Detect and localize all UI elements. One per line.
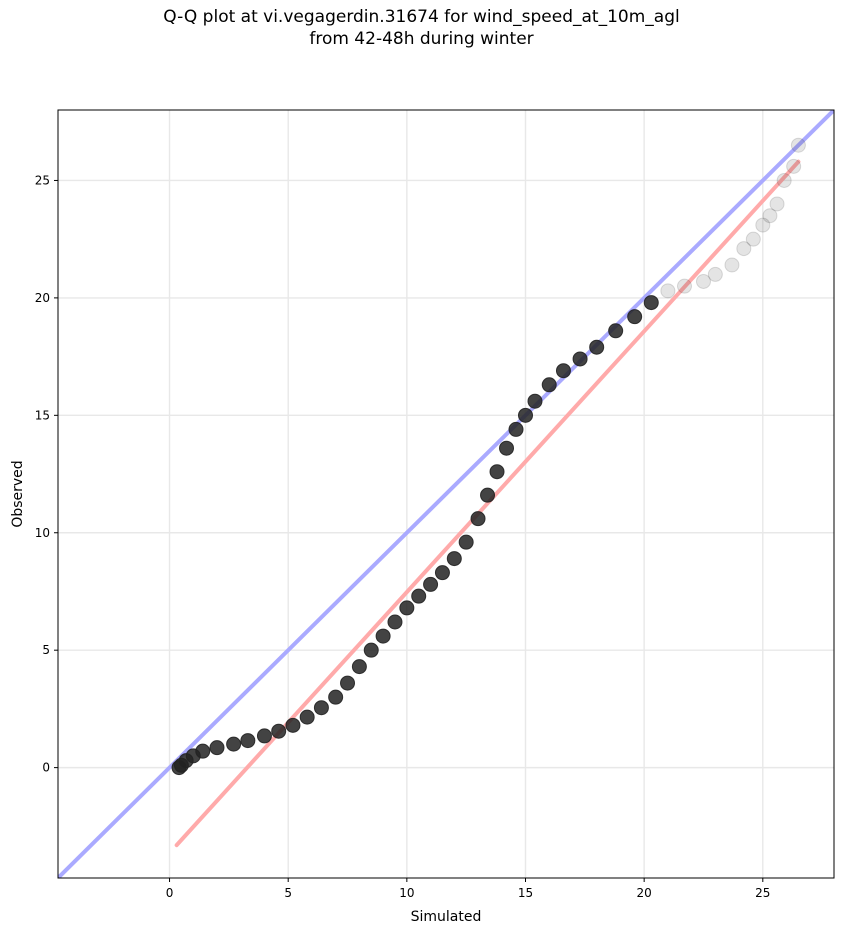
- data-point: [745, 231, 761, 247]
- data-point: [786, 158, 802, 174]
- data-point: [375, 628, 391, 644]
- x-tick-label: 25: [755, 886, 770, 900]
- data-point: [470, 511, 486, 527]
- data-point: [340, 675, 356, 691]
- points-layer: [171, 137, 806, 776]
- data-point: [724, 257, 740, 273]
- y-tick-label: 10: [35, 526, 50, 540]
- x-tick-label: 10: [399, 886, 414, 900]
- title-line-1: Q-Q plot at vi.vegagerdin.31674 for wind…: [163, 7, 680, 27]
- y-tick-label: 20: [35, 291, 50, 305]
- data-point: [313, 700, 329, 716]
- data-point: [707, 266, 723, 282]
- data-point: [776, 172, 792, 188]
- data-point: [627, 309, 643, 325]
- x-tick-label: 5: [284, 886, 292, 900]
- data-point: [572, 351, 588, 367]
- y-tick-label: 0: [42, 761, 50, 775]
- data-point: [489, 464, 505, 480]
- data-point: [676, 278, 692, 294]
- data-point: [769, 196, 785, 212]
- data-point: [351, 659, 367, 675]
- data-point: [480, 487, 496, 503]
- data-point: [399, 600, 415, 616]
- data-point: [226, 736, 242, 752]
- data-point: [555, 363, 571, 379]
- data-point: [271, 723, 287, 739]
- data-point: [527, 393, 543, 409]
- data-point: [755, 217, 771, 233]
- fit-line: [174, 159, 801, 848]
- data-point: [762, 208, 778, 224]
- data-point: [387, 614, 403, 630]
- data-point: [458, 534, 474, 550]
- data-point: [328, 689, 344, 705]
- data-point: [736, 241, 752, 257]
- data-point: [285, 717, 301, 733]
- data-point: [299, 709, 315, 725]
- data-point: [643, 295, 659, 311]
- data-point: [589, 339, 605, 355]
- chart-title: Q-Q plot at vi.vegagerdin.31674 for wind…: [0, 6, 843, 50]
- x-tick-label: 15: [518, 886, 533, 900]
- y-tick-label: 5: [42, 643, 50, 657]
- ticks: 0 5 10 15 20 25 0 5 10 15 20 25: [35, 173, 771, 900]
- data-point: [446, 551, 462, 567]
- data-point: [363, 642, 379, 658]
- y-tick-label: 25: [35, 173, 50, 187]
- data-point: [695, 273, 711, 289]
- y-tick-label: 15: [35, 408, 50, 422]
- title-line-2: from 42-48h during winter: [309, 29, 534, 49]
- data-point: [411, 588, 427, 604]
- grid: [58, 110, 834, 878]
- data-point: [508, 421, 524, 437]
- data-point: [790, 137, 806, 153]
- data-point: [195, 743, 211, 759]
- data-point: [209, 740, 225, 756]
- data-point: [499, 440, 515, 456]
- plot-frame: [57, 109, 835, 879]
- data-point: [240, 733, 256, 749]
- data-point: [660, 283, 676, 299]
- data-point: [434, 565, 450, 581]
- data-point: [608, 323, 624, 339]
- data-point: [517, 407, 533, 423]
- data-point: [541, 377, 557, 393]
- data-point: [423, 576, 439, 592]
- x-tick-label: 0: [166, 886, 174, 900]
- x-axis-label: Simulated: [411, 909, 482, 925]
- identity-line: [58, 110, 834, 878]
- y-axis-label: Observed: [10, 460, 26, 527]
- data-point: [256, 728, 272, 744]
- x-tick-label: 20: [637, 886, 652, 900]
